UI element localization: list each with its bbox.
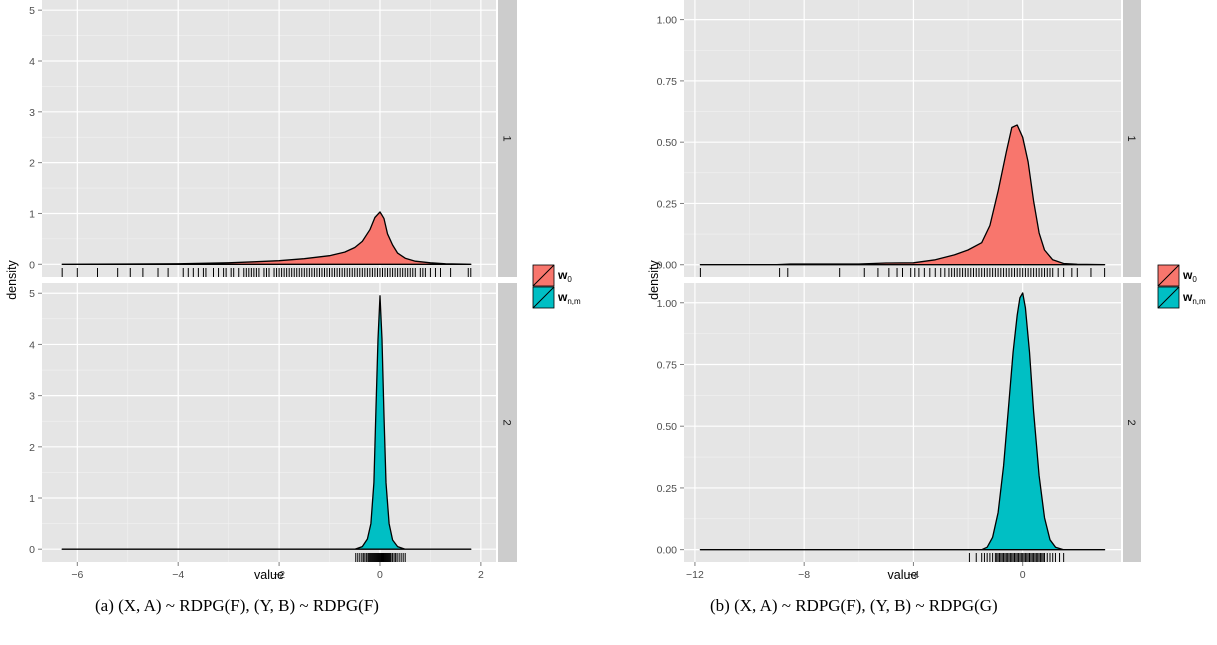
- caption-b: (b) (X, A) ~ RDPG(F), (Y, B) ~ RDPG(G): [710, 596, 998, 615]
- y-tick-label: 3: [29, 107, 35, 119]
- legend-label-subscript: n,m: [1192, 297, 1206, 306]
- legend-label: w0: [557, 268, 572, 284]
- chart-b: 0.00 0.25 0.50 0.75 1.00 1 0.00 0.25 0.50 0.75 1.0…: [647, 0, 1206, 582]
- legend-key-slash: [1157, 264, 1180, 287]
- y-tick-label: 0.50: [657, 421, 678, 433]
- panel-1: 0.00 0.25 0.50 0.75 1.00 1: [657, 0, 1141, 277]
- y-tick-label: 0: [29, 259, 35, 271]
- x-axis-title: value: [254, 568, 284, 582]
- rug: [699, 268, 1106, 277]
- legend-key-slash: [1157, 286, 1180, 309]
- legend-key-slash: [532, 264, 555, 287]
- x-tick-label: −12: [686, 569, 704, 581]
- x-tick-label: 0: [1020, 569, 1026, 581]
- x-tick-label: −4: [172, 569, 184, 581]
- legend-label-subscript: 0: [567, 275, 572, 284]
- x-axis-title: value: [888, 568, 918, 582]
- x-tick-label: −4: [907, 569, 919, 581]
- y-tick-label: 0.00: [657, 545, 678, 557]
- caption-a: (a) (X, A) ~ RDPG(F), (Y, B) ~ RDPG(F): [95, 596, 379, 615]
- legend-label-subscript: n,m: [567, 297, 581, 306]
- facet-strip-label: 1: [501, 135, 513, 141]
- y-tick-label: 2: [29, 158, 35, 170]
- legend-label-main: w: [1182, 290, 1193, 304]
- y-axis-title: density: [5, 259, 19, 299]
- x-tick-label: 0: [377, 569, 383, 581]
- x-tick-label: 2: [478, 569, 484, 581]
- y-tick-label: 1: [29, 493, 35, 505]
- density-area: [61, 295, 472, 550]
- panel-background: [42, 0, 496, 277]
- legend-key-slash: [532, 286, 555, 309]
- rug: [61, 268, 472, 277]
- y-tick-label: 0.25: [657, 198, 678, 210]
- facet-strip: [1123, 283, 1141, 562]
- facet-strip-label: 2: [501, 419, 513, 425]
- legend-label: wn,m: [557, 290, 581, 306]
- facet-strip-label: 1: [1125, 135, 1137, 141]
- density-area: [699, 292, 1106, 551]
- y-tick-label: 5: [29, 288, 35, 300]
- x-tick-label: −2: [273, 569, 285, 581]
- legend-label-subscript: 0: [1192, 275, 1197, 284]
- y-tick-label: 5: [29, 5, 35, 17]
- legend-label-main: w: [557, 268, 568, 282]
- y-tick-label: 0.25: [657, 483, 678, 495]
- facet-strip: [1123, 0, 1141, 277]
- y-tick-label: 0.50: [657, 137, 678, 149]
- x-tick-label: −8: [798, 569, 810, 581]
- legend-label-main: w: [557, 290, 568, 304]
- y-tick-label: 0.00: [657, 260, 678, 272]
- panel-background: [684, 0, 1121, 277]
- legend-label-main: w: [1182, 268, 1193, 282]
- panel-background: [42, 283, 496, 562]
- legend-label: w0: [1182, 268, 1197, 284]
- panel-2: 0.00 0.25 0.50 0.75 1.00 2: [657, 283, 1141, 562]
- facet-strip-label: 2: [1125, 419, 1137, 425]
- rug: [355, 553, 406, 562]
- panel-background: [684, 283, 1121, 562]
- x-tick-label: −6: [71, 569, 83, 581]
- y-tick-label: 1: [29, 208, 35, 220]
- legend-label: wn,m: [1182, 290, 1206, 306]
- density-area: [699, 124, 1106, 266]
- rug: [968, 553, 1065, 562]
- facet-strip: [498, 283, 517, 562]
- y-tick-label: 1.00: [657, 298, 678, 310]
- y-tick-label: 1.00: [657, 15, 678, 27]
- y-tick-label: 4: [29, 56, 35, 68]
- y-tick-label: 2: [29, 442, 35, 454]
- panel-1: 0 1 2 3 4 5 1: [29, 0, 517, 277]
- y-tick-label: 4: [29, 339, 35, 351]
- facet-strip: [498, 0, 517, 277]
- density-area: [61, 211, 472, 265]
- y-tick-label: 3: [29, 391, 35, 403]
- y-axis-title: density: [647, 259, 661, 299]
- panel-2: 0 1 2 3 4 5 2: [29, 283, 517, 562]
- y-tick-label: 0.75: [657, 76, 678, 88]
- y-tick-label: 0: [29, 544, 35, 556]
- y-tick-label: 0.75: [657, 359, 678, 371]
